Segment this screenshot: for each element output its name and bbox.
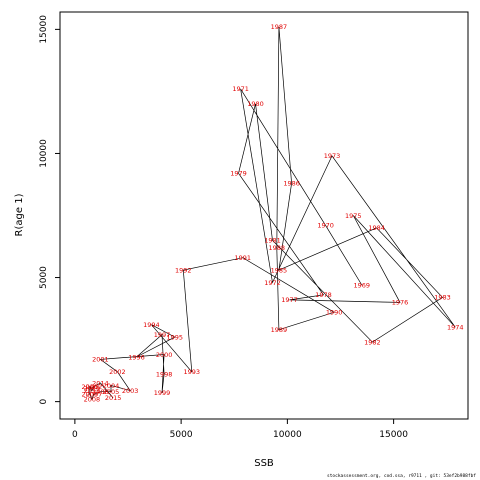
year-label: 1970: [317, 222, 334, 230]
year-label: 2013: [84, 384, 101, 392]
year-label: 1996: [128, 353, 145, 361]
sr-trajectory-line: [89, 26, 456, 400]
year-label: 1972: [264, 279, 281, 287]
plot-frame: [59, 11, 469, 420]
year-label: 1986: [283, 180, 300, 188]
year-label: 1985: [271, 266, 288, 274]
year-label: 1992: [175, 266, 192, 274]
year-label: 1994: [143, 321, 160, 329]
year-label: 1997: [154, 331, 171, 339]
y-axis-title: R(age 1): [14, 193, 25, 236]
y-tick-label: 10000: [39, 139, 49, 168]
year-label: 2006: [92, 388, 109, 396]
year-label: 1999: [154, 389, 171, 397]
year-label: 1983: [434, 294, 451, 302]
year-label: 2009: [81, 390, 98, 398]
year-label: 1977: [281, 296, 298, 304]
y-tick-label: 0: [39, 398, 49, 404]
year-label: 1980: [247, 100, 264, 108]
sr-series: [89, 26, 456, 400]
x-tick-label: 5000: [170, 430, 193, 440]
year-label: 2004: [103, 382, 120, 390]
year-label: 2010: [81, 383, 98, 391]
y-axis: 0 5000 10000 15000: [39, 15, 60, 404]
year-label: 1974: [447, 323, 464, 331]
year-label: 1973: [324, 152, 341, 160]
year-label: 1969: [353, 281, 370, 289]
year-label: 2012: [86, 383, 103, 391]
year-label: 2007: [86, 390, 103, 398]
year-label: 1976: [392, 299, 409, 307]
year-label: 1987: [271, 23, 288, 31]
year-label: 2005: [103, 388, 120, 396]
year-label: 2000: [156, 351, 173, 359]
year-label: 1981: [264, 237, 281, 245]
year-label: 1978: [315, 291, 332, 299]
year-label: 1989: [271, 326, 288, 334]
y-tick-label: 15000: [39, 15, 49, 44]
year-label: 2015: [105, 394, 122, 402]
footer-credit: stockassessment.org, cod.ssa, r9711 , gi…: [326, 474, 476, 479]
year-label: 1971: [232, 85, 249, 93]
x-axis-title: SSB: [254, 458, 274, 469]
x-tick-label: 15000: [379, 430, 408, 440]
year-label: 1995: [166, 333, 183, 341]
year-label: 2003: [122, 387, 139, 395]
year-label: 1979: [230, 170, 247, 178]
year-label: 1990: [326, 309, 343, 317]
year-label: 1988: [268, 244, 285, 252]
x-tick-label: 0: [72, 430, 78, 440]
year-label: 2008: [84, 395, 101, 403]
year-label: 1993: [183, 368, 200, 376]
year-label: 1991: [234, 254, 251, 262]
year-label: 2002: [109, 368, 126, 376]
year-label: 1982: [364, 338, 381, 346]
year-label: 1975: [345, 212, 362, 220]
x-tick-label: 10000: [273, 430, 302, 440]
x-axis: 0 5000 10000 15000: [72, 419, 408, 440]
y-tick-label: 5000: [39, 266, 49, 289]
year-label: 2001: [92, 356, 109, 364]
year-label: 1984: [368, 224, 385, 232]
year-label: 1998: [156, 371, 173, 379]
year-label: 2014: [92, 379, 109, 387]
year-labels: 1969 1970 1971 1972 1973 1974 1975 1976 1977 1978…: [81, 23, 463, 403]
year-label: 2011: [84, 387, 101, 395]
